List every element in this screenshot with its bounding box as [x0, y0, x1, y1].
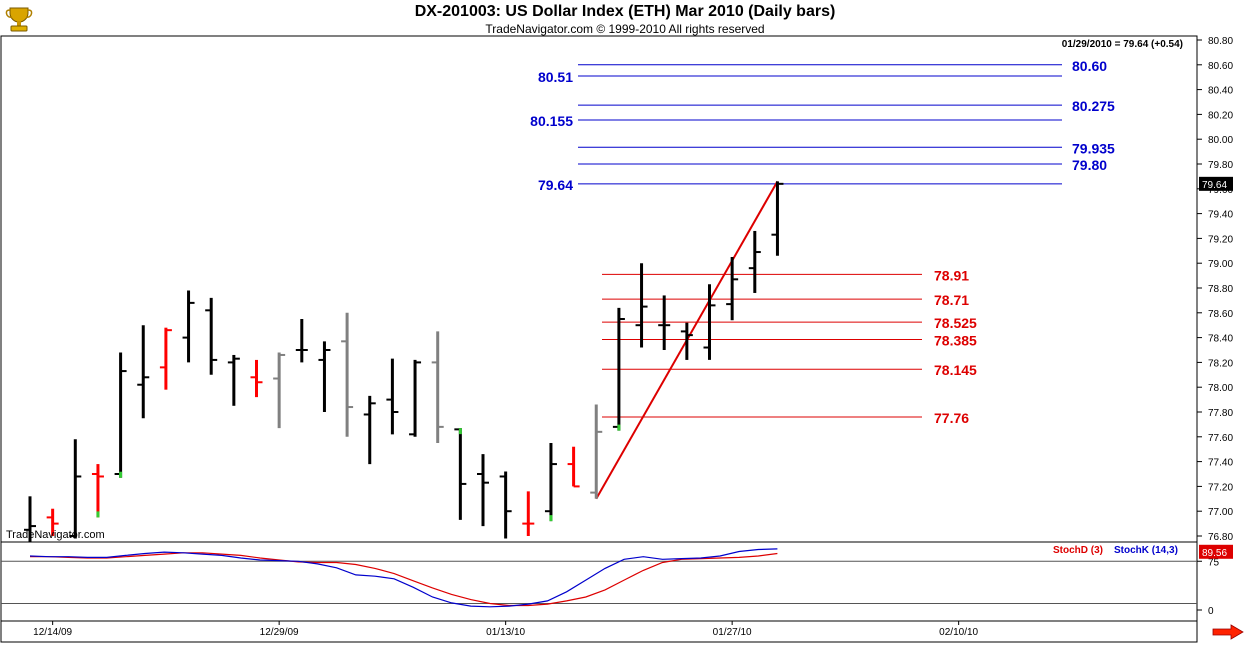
y-tick-label: 77.40 — [1208, 458, 1233, 469]
trophy-logo-icon — [4, 4, 34, 34]
stoch-tick-label: 0 — [1208, 606, 1214, 617]
ohlc-bar — [658, 295, 671, 350]
ohlc-bar — [363, 395, 376, 465]
watermark: TradeNavigator.com — [6, 529, 105, 541]
retracement-level-label: 78.525 — [934, 315, 977, 331]
last-price-box — [1199, 176, 1233, 191]
retracement-level-label: 78.385 — [934, 332, 977, 348]
ohlc-bar — [612, 307, 625, 431]
y-tick-label: 77.80 — [1208, 408, 1233, 419]
fib-level-label: 79.64 — [538, 177, 573, 193]
retracement-level-label: 78.71 — [934, 292, 969, 308]
y-tick-label: 80.20 — [1208, 110, 1233, 121]
y-tick-label: 77.00 — [1208, 507, 1233, 518]
ohlc-bar — [544, 443, 557, 522]
ohlc-bar — [46, 508, 59, 536]
ohlc-bar — [590, 404, 603, 499]
y-tick-label: 80.40 — [1208, 86, 1233, 97]
y-tick-label: 79.40 — [1208, 210, 1233, 221]
ohlc-bar — [295, 319, 308, 363]
fib-level-label: 80.51 — [538, 69, 573, 85]
ohlc-bar — [567, 446, 580, 488]
y-tick-label: 80.00 — [1208, 135, 1233, 146]
ohlc-bar — [114, 352, 127, 478]
retracement-level-label: 78.91 — [934, 267, 969, 283]
ohlc-bar — [182, 290, 195, 363]
ohlc-bar — [431, 331, 444, 443]
last-price-label: 79.64 — [1202, 180, 1227, 191]
y-tick-label: 80.80 — [1208, 36, 1233, 47]
ohlc-bar — [273, 352, 286, 429]
stoch-legend-k: StochK (14,3) — [1114, 545, 1178, 556]
y-tick-label: 80.60 — [1208, 61, 1233, 72]
stoch-value-label: 89.56 — [1202, 548, 1227, 559]
ohlc-bar — [159, 327, 172, 390]
stoch-legend-d: StochD (3) — [1053, 545, 1103, 556]
ohlc-bar — [24, 496, 36, 543]
y-tick-label: 78.80 — [1208, 284, 1233, 295]
stoch-series-line — [29, 548, 778, 608]
ohlc-bar — [726, 257, 739, 321]
ohlc-bar — [250, 359, 263, 398]
chart-title: DX-201003: US Dollar Index (ETH) Mar 201… — [414, 3, 836, 20]
ohlc-bar — [635, 263, 648, 348]
fib-level-label: 80.60 — [1072, 58, 1107, 74]
y-tick-label: 78.40 — [1208, 334, 1233, 345]
x-tick-label: 12/29/09 — [260, 627, 299, 638]
ohlc-bar — [341, 312, 354, 437]
x-tick-label: 12/14/09 — [33, 627, 72, 638]
last-quote-label: 01/29/2010 = 79.64 (+0.54) — [1062, 39, 1183, 50]
fib-level-label: 79.935 — [1072, 140, 1115, 156]
y-tick-label: 78.00 — [1208, 383, 1233, 394]
y-tick-label: 76.80 — [1208, 532, 1233, 543]
red-right-arrow-icon[interactable] — [1211, 624, 1245, 640]
ohlc-bar — [205, 297, 218, 375]
retracement-level-label: 78.145 — [934, 362, 977, 378]
ohlc-bar — [748, 230, 761, 293]
fib-level-label: 79.80 — [1072, 157, 1107, 173]
ohlc-bar — [137, 325, 150, 419]
fib-level-label: 80.155 — [530, 113, 573, 129]
retracement-level-label: 77.76 — [934, 410, 969, 426]
ohlc-bar — [91, 464, 104, 518]
y-tick-label: 79.80 — [1208, 160, 1233, 171]
ohlc-bar — [771, 181, 784, 256]
y-tick-label: 79.00 — [1208, 259, 1233, 270]
ohlc-bar — [227, 354, 240, 406]
x-tick-label: 01/13/10 — [486, 627, 525, 638]
y-tick-label: 79.20 — [1208, 234, 1233, 245]
y-tick-label: 78.60 — [1208, 309, 1233, 320]
ohlc-bar — [386, 358, 399, 435]
ohlc-bar — [477, 454, 489, 527]
ohlc-bar — [703, 284, 716, 360]
ohlc-bar — [318, 341, 331, 412]
ohlc-bar — [69, 439, 82, 539]
x-tick-label: 02/10/10 — [939, 627, 978, 638]
stoch-series-line — [30, 552, 778, 607]
ohlc-bar — [409, 359, 422, 437]
chart-subtitle: TradeNavigator.com © 1999-2010 All right… — [485, 22, 765, 36]
y-tick-label: 77.60 — [1208, 433, 1233, 444]
y-tick-label: 78.20 — [1208, 358, 1233, 369]
ohlc-bar — [499, 471, 512, 539]
y-tick-label: 77.20 — [1208, 482, 1233, 493]
ohlc-bar — [680, 322, 693, 360]
x-tick-label: 01/27/10 — [713, 627, 752, 638]
ohlc-bar — [454, 428, 467, 520]
ohlc-bar — [522, 491, 535, 536]
fib-level-label: 80.275 — [1072, 98, 1115, 114]
stoch-tick-label: 75 — [1208, 557, 1220, 568]
stoch-value-box — [1199, 544, 1233, 559]
